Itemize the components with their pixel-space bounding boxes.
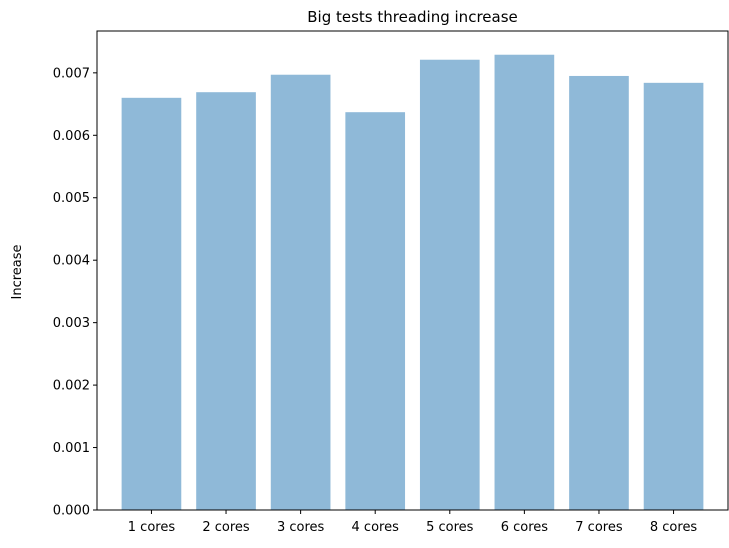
y-axis-label: Increase: [10, 244, 25, 299]
x-tick-label: 7 cores: [575, 520, 623, 535]
x-tick-label: 4 cores: [352, 520, 400, 535]
bar-6: [494, 54, 555, 510]
chart-title: Big tests threading increase: [307, 8, 518, 26]
bar-3: [270, 74, 331, 510]
y-tick-label: 0.003: [53, 316, 90, 331]
y-ticks: 0.000 0.001 0.002 0.003 0.004 0.005 0.006 0.007: [53, 66, 97, 519]
bar-1: [121, 97, 182, 510]
y-tick-label: 0.002: [53, 379, 90, 394]
x-ticks: 1 cores 2 cores 3 cores 4 cores 5 cores 6 cor…: [128, 510, 698, 535]
y-tick-label: 0.005: [53, 191, 90, 206]
y-tick-label: 0.007: [53, 66, 90, 81]
x-tick-label: 5 cores: [426, 520, 474, 535]
y-tick-label: 0.001: [53, 441, 90, 456]
y-tick-label: 0.004: [53, 254, 90, 269]
x-tick-label: 8 cores: [650, 520, 698, 535]
bar-8: [643, 82, 704, 510]
y-tick-label: 0.000: [53, 504, 90, 519]
bar-5: [419, 59, 480, 510]
x-tick-label: 6 cores: [501, 520, 549, 535]
y-tick-label: 0.006: [53, 129, 90, 144]
x-tick-label: 1 cores: [128, 520, 176, 535]
axes: [96, 30, 729, 511]
x-tick-label: 3 cores: [277, 520, 325, 535]
bar-4: [345, 112, 406, 510]
bar-2: [196, 92, 256, 510]
x-tick-label: 2 cores: [202, 520, 250, 535]
plot-frame: [96, 30, 729, 511]
bars: [121, 54, 704, 511]
bar-7: [569, 75, 629, 511]
